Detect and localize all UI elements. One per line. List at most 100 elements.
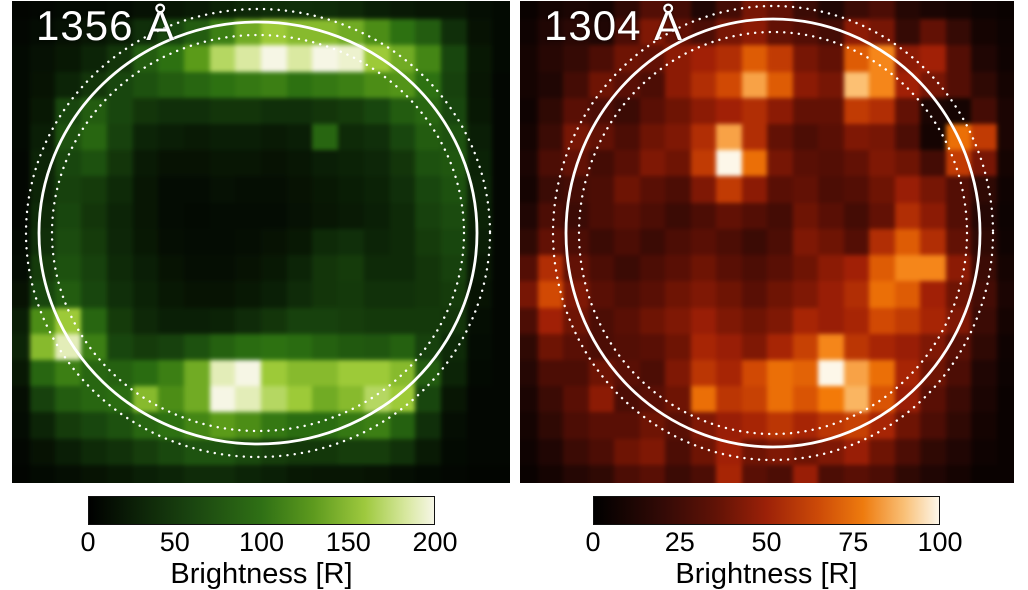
heat-cell — [520, 412, 538, 439]
heat-cell — [843, 386, 869, 413]
heat-cell — [312, 255, 339, 282]
heat-cell — [690, 228, 716, 256]
heat-cell — [81, 412, 107, 439]
heat-cell — [183, 45, 210, 72]
heat-cell — [920, 386, 946, 413]
heat-cell — [588, 386, 614, 413]
heat-cell — [894, 124, 920, 151]
heat-cell — [843, 1, 869, 20]
heat-cell — [132, 333, 159, 360]
heat-cell — [588, 202, 614, 229]
heat-cell — [767, 124, 793, 151]
colorbar-tick: 100 — [917, 527, 963, 557]
heat-cell — [235, 464, 261, 483]
heat-cell — [767, 71, 793, 98]
heat-cell — [520, 176, 538, 203]
heat-cell — [466, 150, 493, 177]
heat-cell — [12, 281, 30, 308]
heat-cell — [440, 464, 467, 483]
heat-cell — [996, 150, 1014, 177]
heat-cell — [29, 359, 56, 387]
heat-cell — [312, 464, 339, 483]
heat-cell — [492, 438, 510, 465]
heat-cell — [945, 71, 971, 98]
heat-cell — [520, 228, 538, 256]
heat-cell — [588, 228, 614, 256]
colorbar-ticks-1356: 0 50 100 150 200 — [80, 529, 457, 557]
heat-cell — [741, 386, 767, 413]
heat-cell — [363, 1, 390, 20]
heat-cell — [158, 71, 184, 98]
heat-cell — [286, 412, 313, 439]
heat-cell — [996, 333, 1014, 360]
heat-cell — [767, 333, 793, 360]
heat-cell — [520, 307, 538, 334]
heat-cell — [106, 412, 133, 439]
heat-cell — [639, 97, 665, 125]
heat-cell — [492, 307, 510, 334]
heat-cell — [741, 228, 767, 256]
heat-cell — [945, 202, 971, 229]
heat-cell — [767, 176, 793, 203]
heat-cell — [261, 359, 287, 387]
heat-cell — [106, 255, 133, 282]
heat-cell — [132, 228, 159, 256]
heat-cell — [261, 150, 287, 177]
heat-cell — [389, 19, 416, 46]
heat-cell — [945, 255, 971, 282]
heat-cell — [363, 307, 390, 334]
heat-cell — [639, 255, 665, 282]
heat-cell — [415, 438, 441, 465]
heat-cell — [716, 464, 742, 483]
heat-cell — [869, 202, 895, 229]
heat-cell — [665, 333, 691, 360]
heat-cell — [132, 464, 159, 483]
heat-cell — [665, 150, 691, 177]
heat-cell — [588, 1, 614, 20]
heat-cell — [183, 202, 210, 229]
heat-cell — [843, 281, 869, 308]
heat-cell — [971, 307, 997, 334]
heat-cell — [818, 228, 844, 256]
heat-cell — [235, 255, 261, 282]
heat-cell — [415, 19, 441, 46]
heat-cell — [132, 438, 159, 465]
heat-cell — [520, 464, 538, 483]
heat-cell — [537, 45, 563, 72]
heat-cell — [158, 19, 184, 46]
heat-cell — [12, 202, 30, 229]
heat-cell — [665, 124, 691, 151]
heat-cell — [363, 438, 390, 465]
heat-cell — [894, 45, 920, 72]
heat-cell — [106, 281, 133, 308]
heat-cell — [818, 124, 844, 151]
colorbar-tick: 200 — [412, 527, 458, 557]
heat-cell — [29, 124, 56, 151]
heat-cell — [183, 124, 210, 151]
heat-cell — [588, 255, 614, 282]
heat-cell — [741, 255, 767, 282]
heat-cell — [563, 1, 589, 20]
heat-cell — [920, 124, 946, 151]
heat-cell — [537, 97, 563, 125]
heat-cell — [209, 359, 236, 387]
heat-cell — [588, 176, 614, 203]
heat-cell — [158, 464, 184, 483]
heat-cell — [29, 464, 56, 483]
heat-cell — [996, 19, 1014, 46]
heat-cell — [286, 255, 313, 282]
heat-cell — [792, 176, 818, 203]
heat-cell — [81, 19, 107, 46]
heat-cell — [792, 45, 818, 72]
heat-cell — [537, 255, 563, 282]
heat-cell — [716, 412, 742, 439]
heat-cell — [286, 464, 313, 483]
heat-cell — [363, 202, 390, 229]
heat-cell — [520, 124, 538, 151]
heat-cell — [894, 333, 920, 360]
heat-cell — [869, 307, 895, 334]
heat-cell — [209, 202, 236, 229]
heat-cell — [945, 438, 971, 465]
heat-cell — [261, 71, 287, 98]
heat-cell — [363, 281, 390, 308]
